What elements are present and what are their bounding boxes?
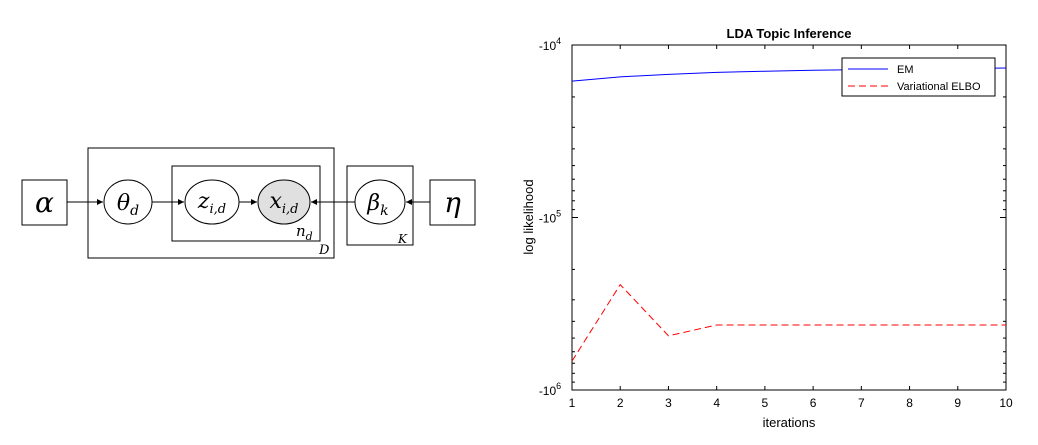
legend-box: [841, 57, 996, 97]
alpha-node: [21, 179, 68, 226]
x-tick-label: 4: [713, 396, 720, 410]
beta-label: βk: [366, 191, 388, 219]
legend-em-label: EM: [897, 64, 914, 76]
plate-D: [87, 147, 335, 259]
plate-n: [171, 165, 321, 242]
legend-elbo-label: Variational ELBO: [897, 81, 981, 93]
x-node: [257, 179, 311, 225]
y-tick-label: -106: [539, 381, 561, 398]
x-tick-label: 10: [999, 396, 1013, 410]
plate-K-label: K: [397, 232, 408, 246]
x-tick-label: 7: [858, 396, 865, 410]
alpha-label: α: [35, 186, 54, 219]
x-tick-label: 1: [569, 396, 576, 410]
x-tick-label: 5: [762, 396, 769, 410]
y-tick-label: -105: [539, 209, 561, 226]
z-label: zi,d: [197, 189, 226, 217]
y-axis-label: log likelihood: [521, 179, 536, 254]
y-tick-label: -104: [539, 36, 561, 53]
eta-label: η: [444, 186, 461, 219]
eta-node: [429, 179, 476, 226]
x-tick-label: 3: [665, 396, 672, 410]
chart-title: LDA Topic Inference: [727, 26, 852, 41]
x-tick-label: 8: [906, 396, 913, 410]
x-tick-label: 2: [617, 396, 624, 410]
x-tick-label: 9: [954, 396, 961, 410]
series-line-variational-elbo: [571, 283, 1006, 362]
x-tick-label: 6: [810, 396, 817, 410]
plot-area: [571, 44, 1007, 391]
plate-n-label: nd: [296, 222, 313, 243]
theta-label: θd: [117, 191, 139, 219]
legend: EM Variational ELBO: [841, 57, 996, 97]
plate-D-label: D: [318, 243, 330, 258]
lda-plate-diagram: α η θd zi,d xi,d βk nd D K: [21, 147, 476, 259]
plate-K: [346, 165, 414, 246]
x-label: xi,d: [269, 189, 298, 217]
x-axis-label: iterations: [763, 415, 816, 430]
